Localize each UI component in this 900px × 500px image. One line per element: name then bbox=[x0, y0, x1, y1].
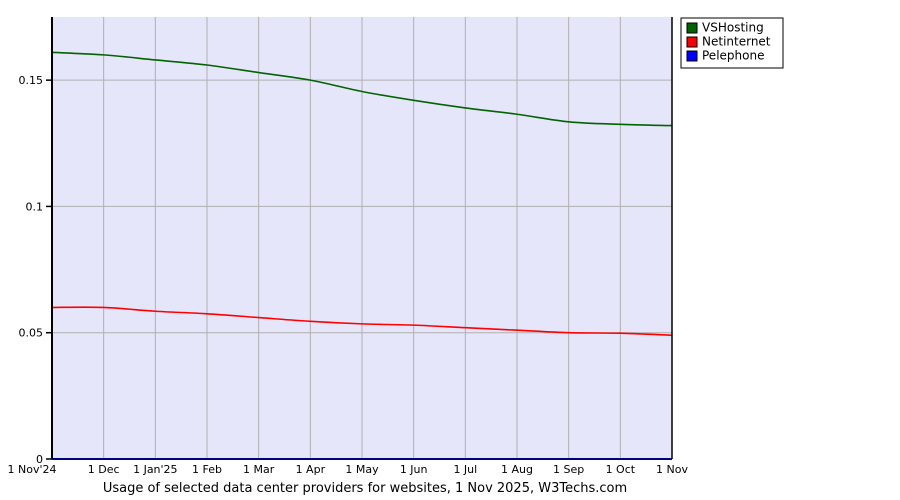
x-axis-ticks: 1 Nov'24 1 Dec 1 Jan'25 1 Feb 1 Mar 1 Apr 1 Ma… bbox=[8, 463, 689, 476]
legend-label-vshosting[interactable]: VSHosting bbox=[702, 21, 764, 35]
x-tick-label: 1 Jul bbox=[453, 463, 477, 476]
y-tick-label: 0.05 bbox=[19, 327, 44, 340]
legend-label-netinternet[interactable]: Netinternet bbox=[702, 35, 771, 49]
x-tick-label: 1 May bbox=[345, 463, 379, 476]
x-tick-label: 1 Jan'25 bbox=[133, 463, 177, 476]
x-tick-label: 1 Nov'24 bbox=[8, 463, 57, 476]
y-axis-ticks: 0 0.05 0.1 0.15 bbox=[19, 74, 52, 466]
chart-caption: Usage of selected data center providers … bbox=[103, 481, 627, 496]
y-tick-label: 0 bbox=[36, 453, 43, 466]
axes bbox=[51, 17, 673, 460]
legend-swatch-netinternet[interactable] bbox=[686, 36, 698, 48]
legend-label-pelephone[interactable]: Pelephone bbox=[702, 49, 764, 63]
y-tick-label: 0.1 bbox=[26, 200, 44, 213]
x-tick-label: 1 Mar bbox=[243, 463, 275, 476]
x-tick-label: 1 Oct bbox=[606, 463, 636, 476]
series-line-netinternet bbox=[51, 306, 673, 337]
x-tick-label: 1 Feb bbox=[192, 463, 222, 476]
x-tick-label: 1 Sep bbox=[553, 463, 584, 476]
legend-swatch-pelephone[interactable] bbox=[686, 50, 698, 62]
legend-box bbox=[680, 17, 784, 69]
y-tick-label: 0.15 bbox=[19, 74, 44, 87]
x-tick-label: 1 Jun bbox=[400, 463, 428, 476]
x-tick-label: 1 Dec bbox=[88, 463, 120, 476]
x-tick-label: 1 Nov bbox=[656, 463, 688, 476]
x-tick-label: 1 Apr bbox=[296, 463, 326, 476]
x-tick-label: 1 Aug bbox=[501, 463, 533, 476]
gridlines bbox=[52, 17, 673, 459]
series-line-vshosting bbox=[51, 51, 673, 127]
legend-swatch-vshosting[interactable] bbox=[686, 22, 698, 34]
